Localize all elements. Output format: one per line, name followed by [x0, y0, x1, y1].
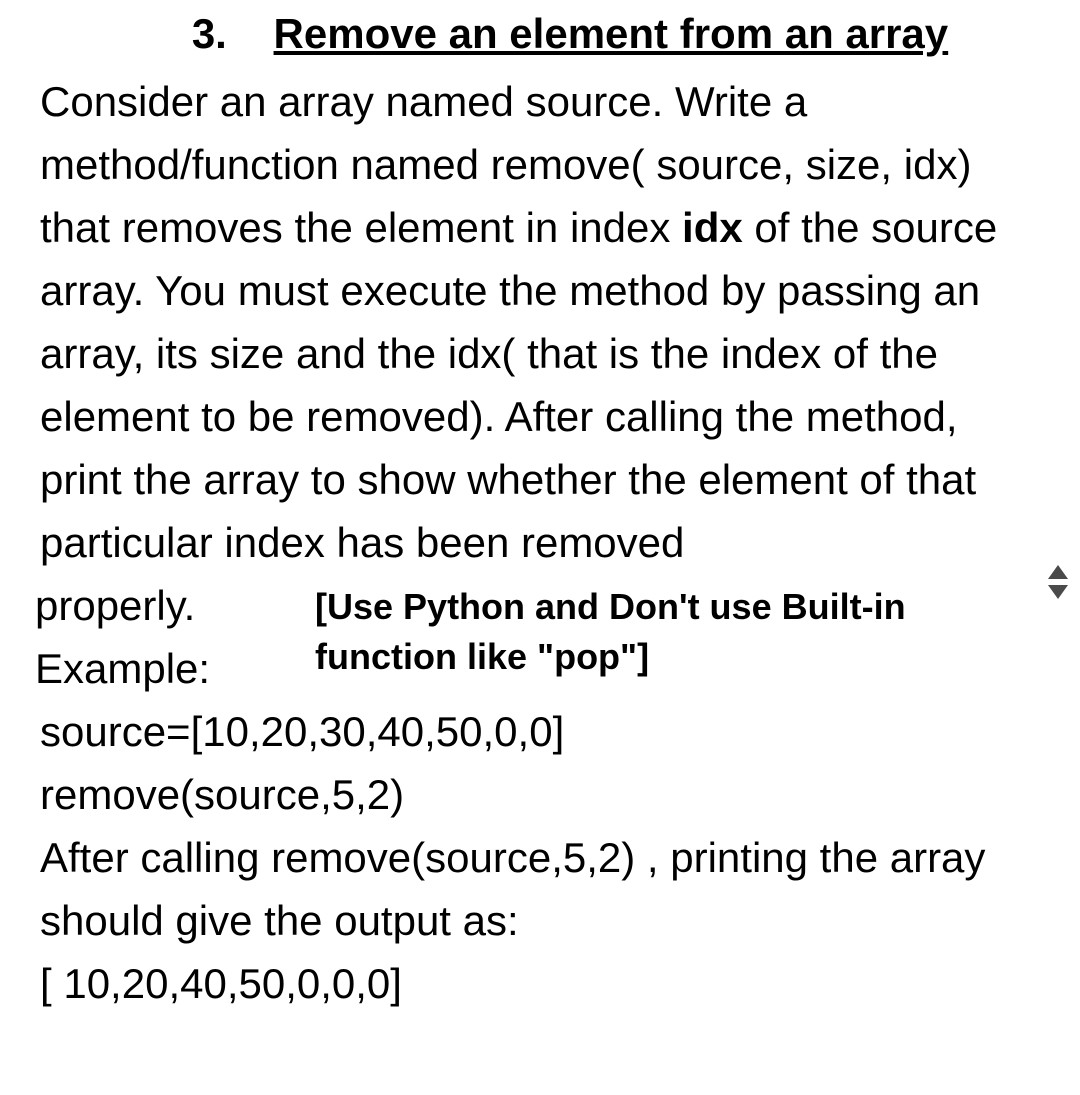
- arrow-down-icon: [1048, 585, 1068, 599]
- question-title: 3. Remove an element from an array: [35, 10, 1045, 58]
- example-source: source=[10,20,30,40,50,0,0]: [40, 700, 1045, 763]
- note-instruction: [Use Python and Don't use Built-in funct…: [315, 574, 906, 683]
- idx-bold: idx: [682, 204, 743, 251]
- arrow-up-icon: [1048, 565, 1068, 579]
- example-output: [ 10,20,40,50,0,0,0]: [40, 952, 1045, 1015]
- note-line-1: [Use Python and Don't use Built-in: [315, 582, 906, 632]
- example-label: Example:: [35, 637, 315, 700]
- question-number: 3.: [192, 10, 227, 57]
- body-part-2: of the source array. You must execute th…: [40, 204, 997, 566]
- properly-text: properly.: [35, 574, 315, 637]
- example-explain: After calling remove(source,5,2) , print…: [40, 826, 1045, 952]
- scroll-indicator[interactable]: [1048, 565, 1068, 599]
- note-row: properly. Example: [Use Python and Don't…: [35, 574, 1045, 700]
- example-call: remove(source,5,2): [40, 763, 1045, 826]
- question-body: Consider an array named source. Write a …: [35, 70, 1045, 574]
- note-line-2: function like "pop"]: [315, 632, 906, 682]
- note-left-column: properly. Example:: [35, 574, 315, 700]
- question-title-text: Remove an element from an array: [274, 10, 949, 57]
- example-block: source=[10,20,30,40,50,0,0] remove(sourc…: [35, 700, 1045, 1015]
